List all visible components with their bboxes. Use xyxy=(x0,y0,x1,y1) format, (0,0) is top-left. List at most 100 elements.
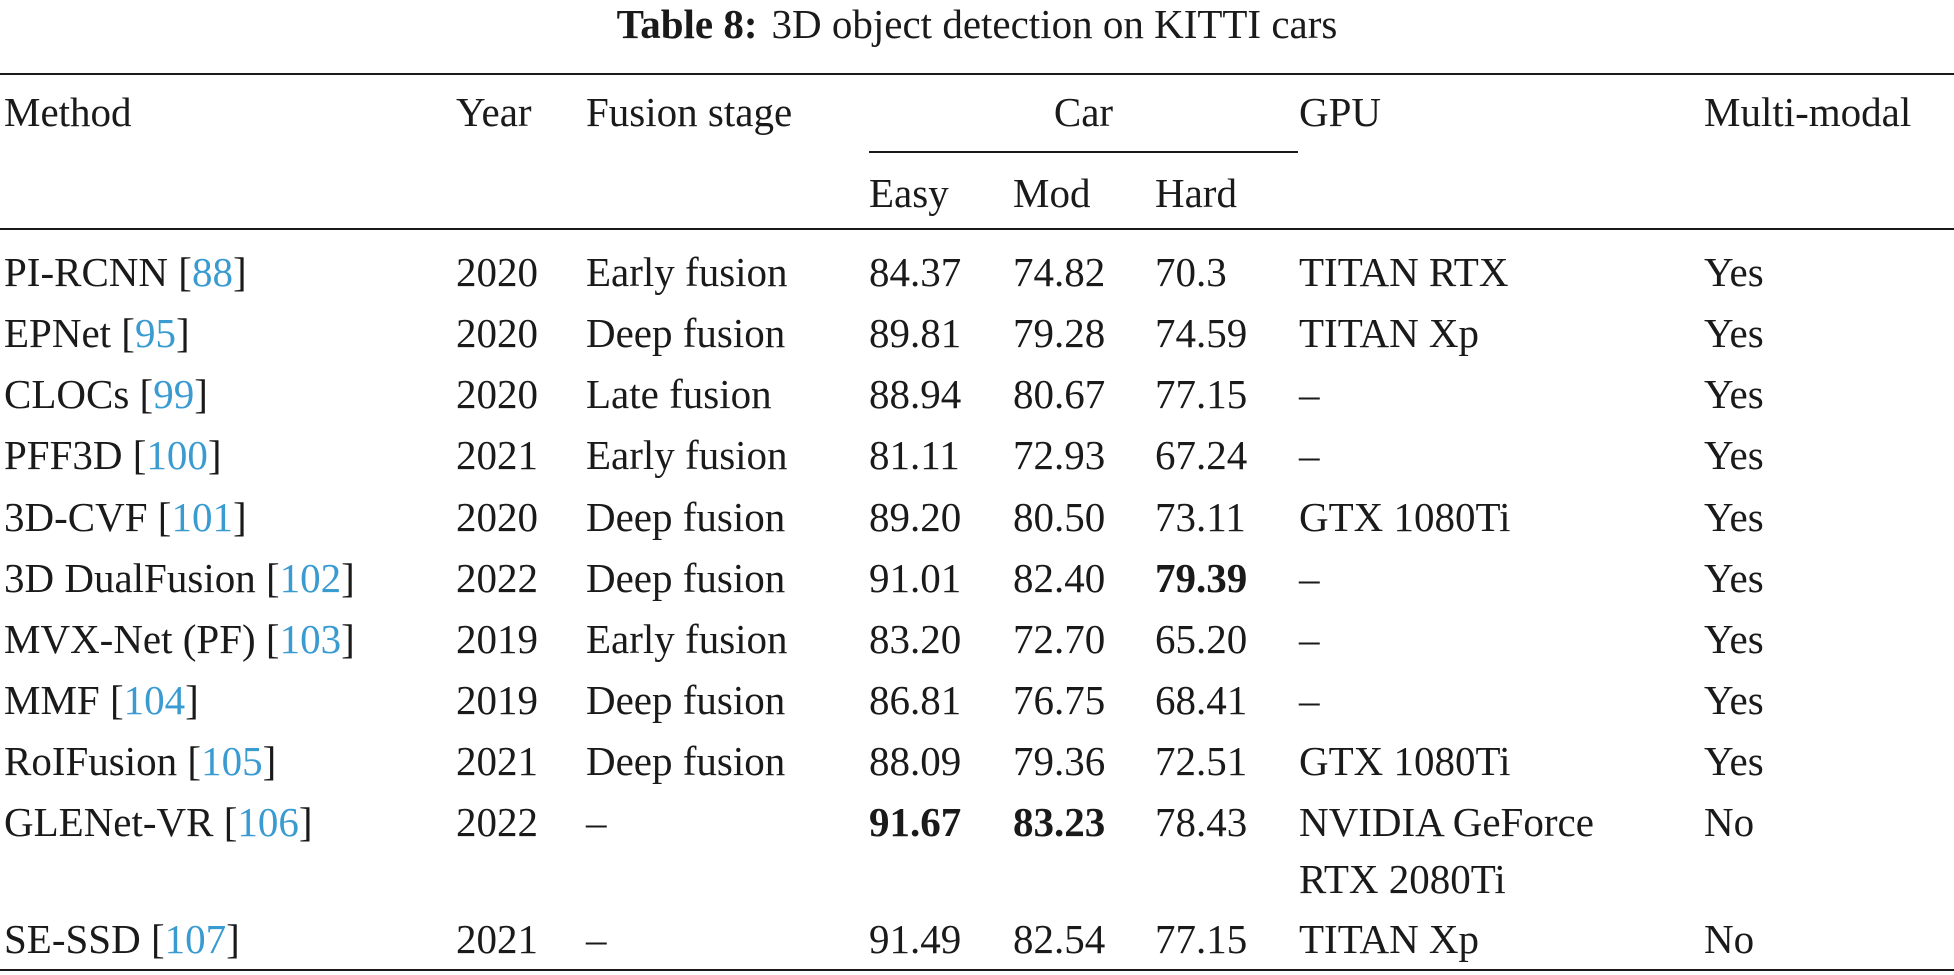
table-cell-fusion: Deep fusion xyxy=(586,310,786,356)
bracket: ] xyxy=(185,677,199,723)
table-row-method: MMF [104] xyxy=(4,677,199,723)
table-cell-year: 2020 xyxy=(456,494,538,540)
citation-link[interactable]: 99 xyxy=(153,371,195,417)
citation-link[interactable]: 106 xyxy=(237,799,299,845)
table-cell-hard: 74.59 xyxy=(1155,310,1248,356)
table-cell-multi-modal: Yes xyxy=(1704,616,1764,662)
table-cell-year: 2020 xyxy=(456,310,538,356)
caption-text: 3D object detection on KITTI cars xyxy=(771,1,1338,47)
bracket: ] xyxy=(298,799,313,845)
table-cell-fusion: Deep fusion xyxy=(586,677,786,723)
bracket: ] xyxy=(341,616,355,662)
method-name: 3D-CVF [ xyxy=(4,494,172,540)
table-cell-easy: 91.01 xyxy=(869,555,962,601)
table-cell-fusion: – xyxy=(586,916,607,962)
table-row-method: 3D-CVF [101] xyxy=(4,494,247,540)
table-cell-fusion: Deep fusion xyxy=(586,738,786,784)
table-cell-multi-modal: Yes xyxy=(1704,677,1764,723)
table-cell-hard: 68.41 xyxy=(1155,677,1248,723)
table-cell-hard: 72.51 xyxy=(1155,738,1248,784)
table-cell-fusion: Early fusion xyxy=(586,432,788,478)
table-cell-easy: 89.81 xyxy=(869,310,962,356)
citation-link[interactable]: 103 xyxy=(279,616,342,662)
method-name: 3D DualFusion [ xyxy=(4,555,280,601)
table-row-method: CLOCs [99] xyxy=(4,371,208,417)
table-cell-gpu: NVIDIA GeForce xyxy=(1299,799,1594,845)
table-cell-gpu: – xyxy=(1299,555,1320,601)
table-cell-hard: 65.20 xyxy=(1155,616,1248,662)
table-cell-easy: 84.37 xyxy=(869,249,962,295)
table-cell-year: 2020 xyxy=(456,371,538,417)
header-method: Method xyxy=(4,89,132,135)
table-cell-multi-modal: No xyxy=(1704,916,1755,962)
table-cell-mod: 82.54 xyxy=(1013,916,1106,962)
citation-link[interactable]: 107 xyxy=(164,916,227,962)
table-cell-hard: 77.15 xyxy=(1155,916,1248,962)
table-cell-year: 2022 xyxy=(456,799,538,845)
table-row-method: GLENet-VR [106] xyxy=(4,799,313,845)
citation-link[interactable]: 104 xyxy=(123,677,186,723)
citation-link[interactable]: 88 xyxy=(191,249,233,295)
method-name: PFF3D [ xyxy=(4,432,147,478)
table-cell-hard-best: 79.39 xyxy=(1155,555,1248,601)
bracket: ] xyxy=(341,555,355,601)
table-cell-gpu: TITAN Xp xyxy=(1299,916,1480,962)
citation-link[interactable]: 101 xyxy=(171,494,233,540)
citation-link[interactable]: 95 xyxy=(134,310,176,356)
header-year: Year xyxy=(456,89,532,135)
table-cell-mod: 79.28 xyxy=(1013,310,1106,356)
table-cell-mod: 79.36 xyxy=(1013,738,1106,784)
table-cell-easy: 88.94 xyxy=(869,371,962,417)
citation-link[interactable]: 105 xyxy=(201,738,263,784)
citation-link[interactable]: 102 xyxy=(279,555,342,601)
table-cell-fusion: – xyxy=(586,799,607,845)
method-name: MMF [ xyxy=(4,677,124,723)
method-name: GLENet-VR [ xyxy=(4,799,238,845)
table-cell-year: 2020 xyxy=(456,249,538,295)
table-row-method: RoIFusion [105] xyxy=(4,738,276,784)
car-group-rule xyxy=(869,151,1298,153)
table-cell-gpu-line2: RTX 2080Ti xyxy=(1299,856,1506,902)
caption-label: Table 8: xyxy=(616,1,758,47)
table-cell-gpu: – xyxy=(1299,432,1320,478)
method-name: EPNet [ xyxy=(4,310,135,356)
top-rule xyxy=(0,73,1954,75)
method-name: RoIFusion [ xyxy=(4,738,202,784)
table-cell-easy: 88.09 xyxy=(869,738,962,784)
table-cell-multi-modal: Yes xyxy=(1704,371,1764,417)
table-cell-mod: 72.70 xyxy=(1013,616,1106,662)
table-cell-multi-modal: Yes xyxy=(1704,432,1764,478)
table-cell-hard: 70.3 xyxy=(1155,249,1227,295)
table-cell-year: 2021 xyxy=(456,432,538,478)
citation-link[interactable]: 100 xyxy=(146,432,208,478)
table-cell-year: 2019 xyxy=(456,616,538,662)
table-cell-mod: 72.93 xyxy=(1013,432,1106,478)
table-row-method: SE-SSD [107] xyxy=(4,916,240,962)
table-cell-easy: 86.81 xyxy=(869,677,962,723)
bracket: ] xyxy=(226,916,240,962)
table-cell-gpu: GTX 1080Ti xyxy=(1299,494,1511,540)
table-cell-fusion: Early fusion xyxy=(586,249,788,295)
table-cell-mod: 80.67 xyxy=(1013,371,1106,417)
table-cell-easy: 83.20 xyxy=(869,616,962,662)
header-easy: Easy xyxy=(869,170,949,216)
table-cell-mod: 76.75 xyxy=(1013,677,1106,723)
bracket: ] xyxy=(194,371,208,417)
bottom-rule xyxy=(0,969,1954,971)
method-name: CLOCs [ xyxy=(4,371,154,417)
header-hard: Hard xyxy=(1155,170,1237,216)
bracket: ] xyxy=(232,249,247,295)
table-cell-gpu: – xyxy=(1299,371,1320,417)
table-cell-easy: 91.49 xyxy=(869,916,962,962)
table-cell-multi-modal: Yes xyxy=(1704,310,1764,356)
table-cell-gpu: GTX 1080Ti xyxy=(1299,738,1511,784)
table-cell-fusion: Deep fusion xyxy=(586,494,786,540)
bracket: ] xyxy=(232,494,247,540)
table-cell-year: 2021 xyxy=(456,916,538,962)
table-caption: Table 8: 3D object detection on KITTI car… xyxy=(0,0,1954,51)
table-cell-gpu: TITAN RTX xyxy=(1299,249,1509,295)
table-cell-hard: 78.43 xyxy=(1155,799,1248,845)
header-multi-modal: Multi-modal xyxy=(1704,89,1912,135)
header-car: Car xyxy=(1053,89,1114,135)
bracket: ] xyxy=(262,738,277,784)
